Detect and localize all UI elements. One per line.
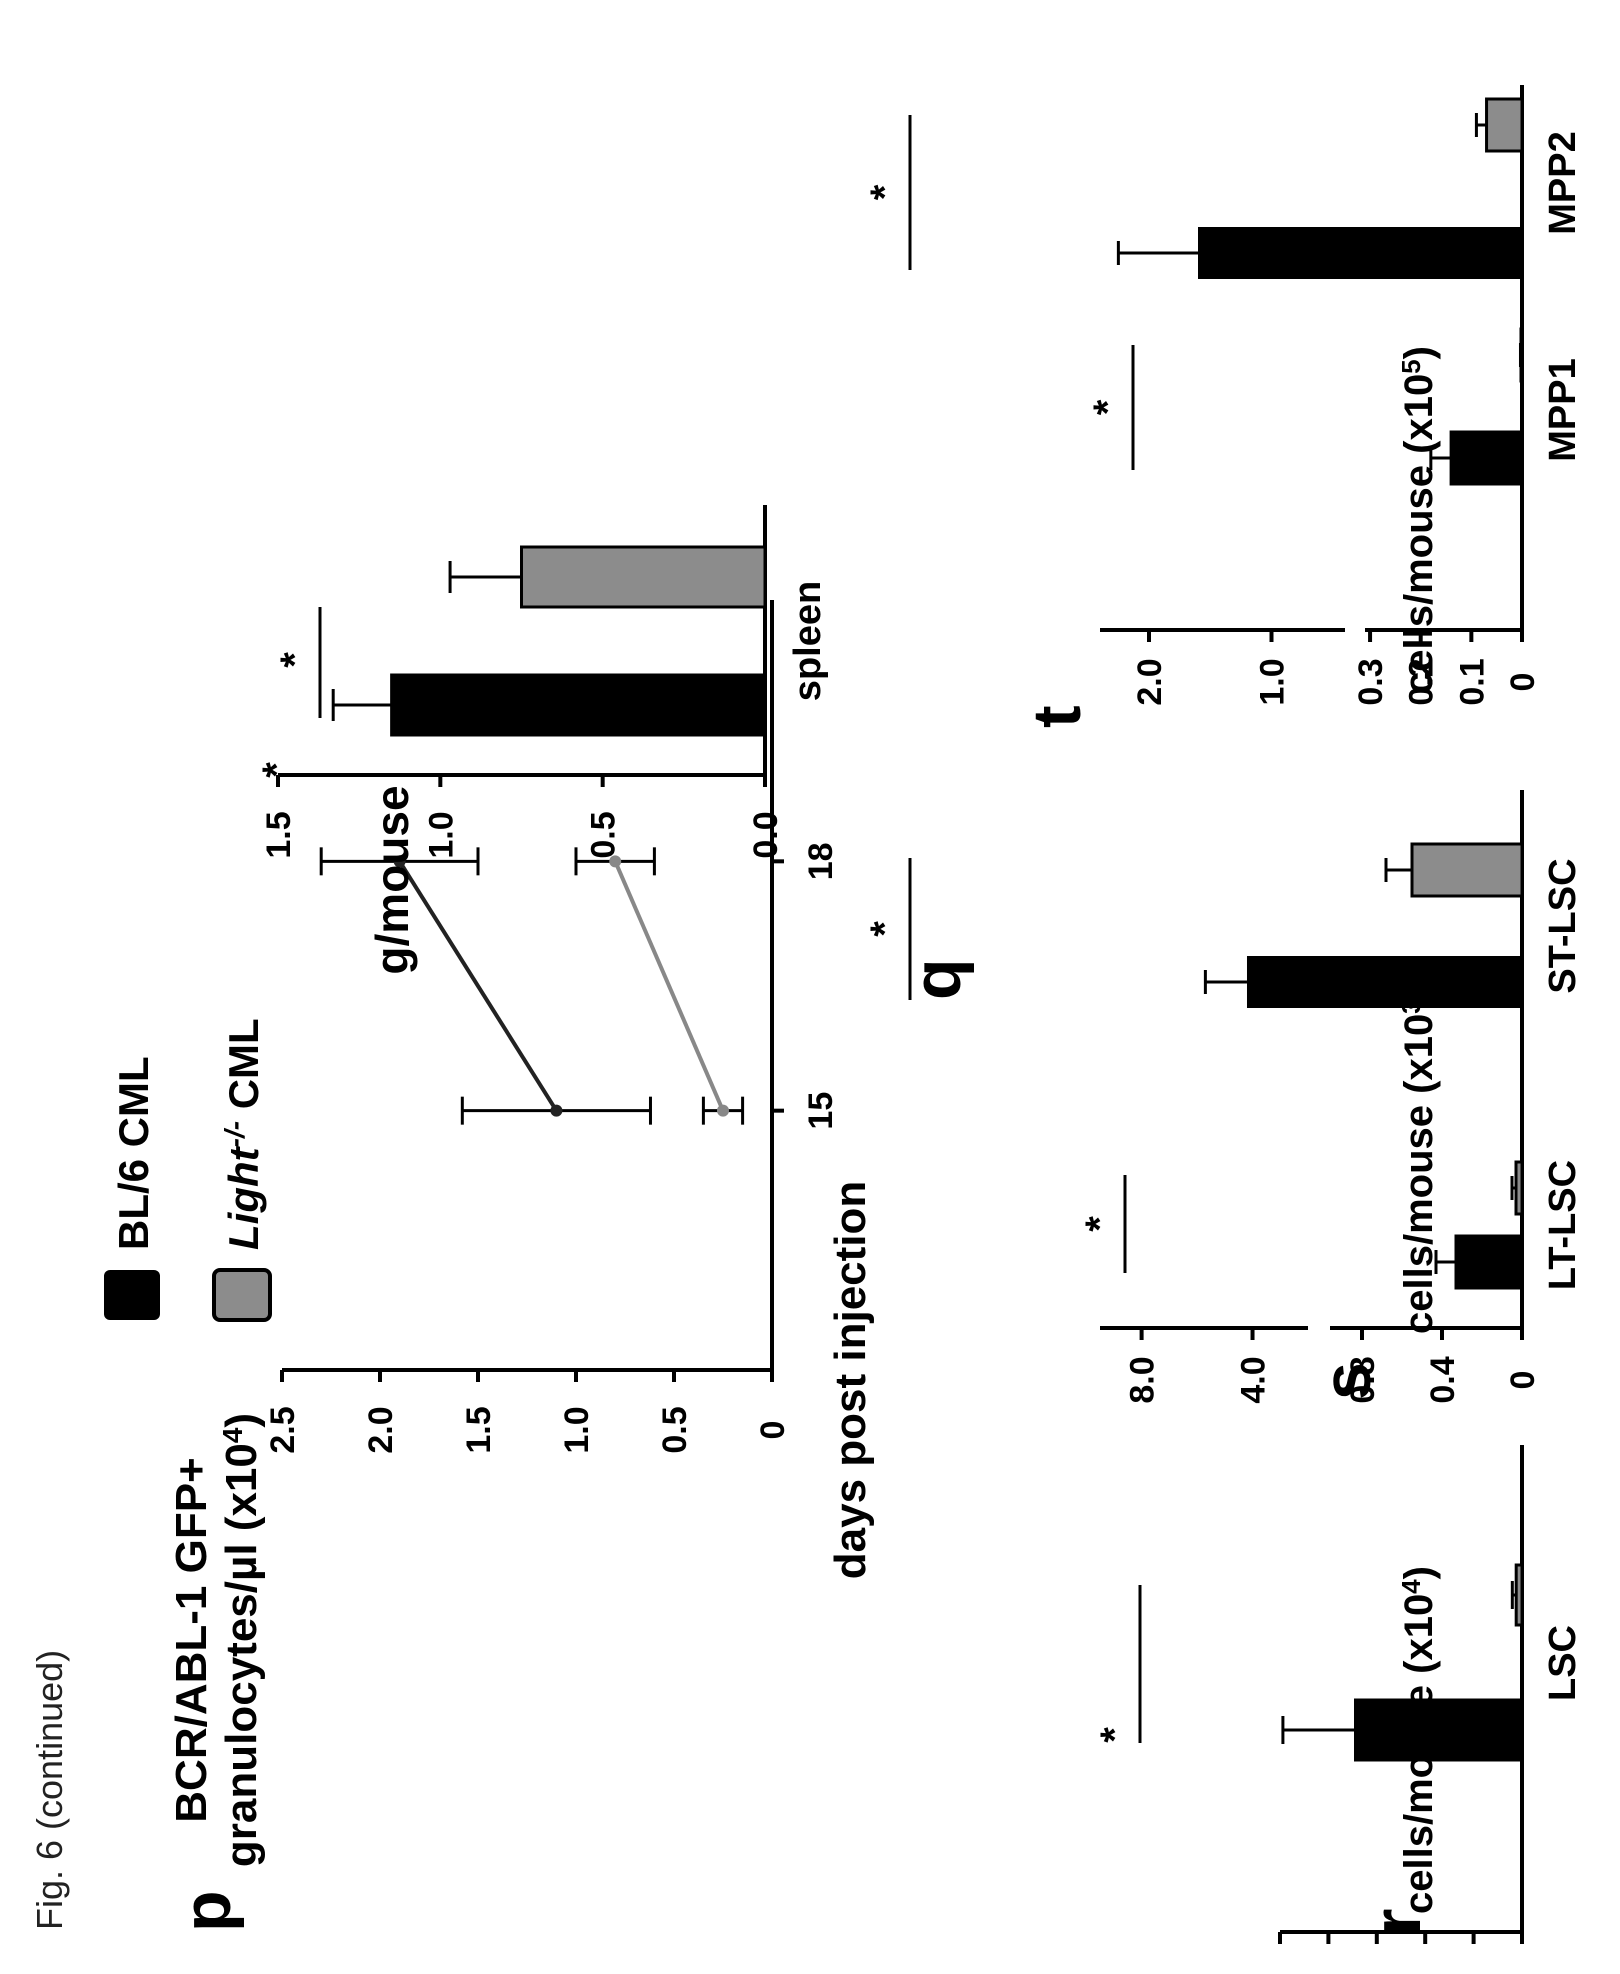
t-category-label: MPP1 <box>1542 358 1584 461</box>
t-significance-star: * <box>863 184 907 200</box>
q-y-tick-label: 1.0 <box>422 811 460 858</box>
t-y-tick-label: 2.0 <box>1131 658 1169 705</box>
panel-r: r cells/mouse (x104) 0510152025*LSC <box>1093 1445 1584 1974</box>
s-y-tick-label: 0.4 <box>1424 1356 1462 1403</box>
figure-caption: Fig. 6 (continued) <box>29 1650 70 1930</box>
s-bar <box>1454 1234 1524 1290</box>
q-bar-0 <box>390 673 767 737</box>
p-y-tick-label: 2.0 <box>362 1406 400 1453</box>
p-y-tick-label: 1.0 <box>558 1406 596 1453</box>
p-point <box>717 1104 729 1117</box>
panel-s: s cells/mouse (x103) 0 0.4 0.8 4.0 8.0 * LT-LS… <box>863 790 1584 1404</box>
t-significance-star: * <box>1086 399 1130 415</box>
panel-t-label: t <box>1019 705 1095 728</box>
panel-p-ylabel-line1: BCR/ABL-1 GFP+ <box>167 1457 216 1822</box>
p-series-line-1 <box>613 860 725 1112</box>
r-significance-star: * <box>1093 1727 1137 1743</box>
p-x-tick-label: 18 <box>802 842 840 880</box>
legend-swatch-light <box>212 1268 272 1322</box>
r-bar-1 <box>1514 1563 1524 1627</box>
panel-s-label: s <box>1309 1362 1385 1400</box>
panel-p-label: p <box>169 1890 245 1932</box>
s-bar-lower <box>1310 956 1522 1008</box>
panel-q: q g/mouse 0.0 0.5 1.0 1.5 * spleen <box>260 505 975 1000</box>
p-x-tick-label: 15 <box>802 1092 840 1130</box>
panel-t: t cells/mouse (x105) 0 0.1 0.2 0.3 1.0 2.0 * MP… <box>863 85 1584 728</box>
p-y-tick-label: 0 <box>754 1421 792 1440</box>
s-significance-star: * <box>863 921 907 937</box>
q-y-tick-label: 1.5 <box>260 811 298 858</box>
s-y-tick-label: 0.8 <box>1344 1356 1382 1403</box>
p-y-tick-label: 0.5 <box>656 1406 694 1453</box>
panel-t-ylabel: cells/mouse (x105) <box>1396 346 1441 694</box>
t-y-tick-label: 0.3 <box>1352 658 1390 705</box>
legend-swatch-bl6 <box>104 1270 160 1320</box>
panel-q-label: q <box>899 958 975 1000</box>
panel-q-ylabel: g/mouse <box>366 785 418 974</box>
r-bar-0 <box>1354 1698 1524 1762</box>
s-y-tick-label: 0 <box>1504 1371 1542 1390</box>
panel-p: p BCR/ABL-1 GFP+ granulocytes/µl (x104) … <box>104 600 875 1932</box>
panel-p-ylabel-line2: granulocytes/µl (x104) <box>217 1413 266 1867</box>
r-category-label: LSC <box>1542 1625 1584 1701</box>
t-bar <box>1485 97 1524 153</box>
t-y-tick-label: 0 <box>1504 673 1542 692</box>
legend-label-bl6: BL/6 CML <box>110 1056 157 1250</box>
s-bar <box>1410 842 1524 898</box>
s-bar-upper <box>1246 956 1318 1008</box>
t-bar-lower <box>1345 227 1522 279</box>
t-bar-upper <box>1198 227 1355 279</box>
p-series-line-0 <box>397 860 559 1112</box>
panel-p-xlabel: days post injection <box>826 1181 875 1580</box>
p-y-tick-label: 2.5 <box>264 1406 302 1453</box>
p-point <box>609 855 622 868</box>
q-y-tick-label: 0.5 <box>585 811 623 858</box>
p-point <box>393 855 406 868</box>
s-significance-star: * <box>1078 1216 1122 1232</box>
s-y-tick-label: 4.0 <box>1235 1356 1273 1403</box>
panel-s-ylabel: cells/mouse (x103) <box>1396 986 1441 1334</box>
q-bar-1 <box>520 545 767 609</box>
s-category-label: ST-LSC <box>1542 858 1584 993</box>
s-y-tick-label: 8.0 <box>1124 1356 1162 1403</box>
t-bar <box>1449 430 1524 486</box>
p-point <box>550 1104 563 1117</box>
t-category-label: MPP2 <box>1542 131 1584 234</box>
legend-label-light: Light-/- CML <box>219 1018 267 1250</box>
p-y-tick-label: 1.5 <box>460 1406 498 1453</box>
s-category-label: LT-LSC <box>1542 1160 1584 1290</box>
s-bar <box>1514 1160 1524 1216</box>
t-y-tick-label: 0.1 <box>1453 658 1491 705</box>
q-category-label: spleen <box>787 581 829 701</box>
q-y-tick-label: 0.0 <box>747 811 785 858</box>
q-significance-star: * <box>273 652 317 668</box>
t-y-tick-label: 0.2 <box>1403 658 1441 705</box>
t-y-tick-label: 1.0 <box>1254 658 1292 705</box>
